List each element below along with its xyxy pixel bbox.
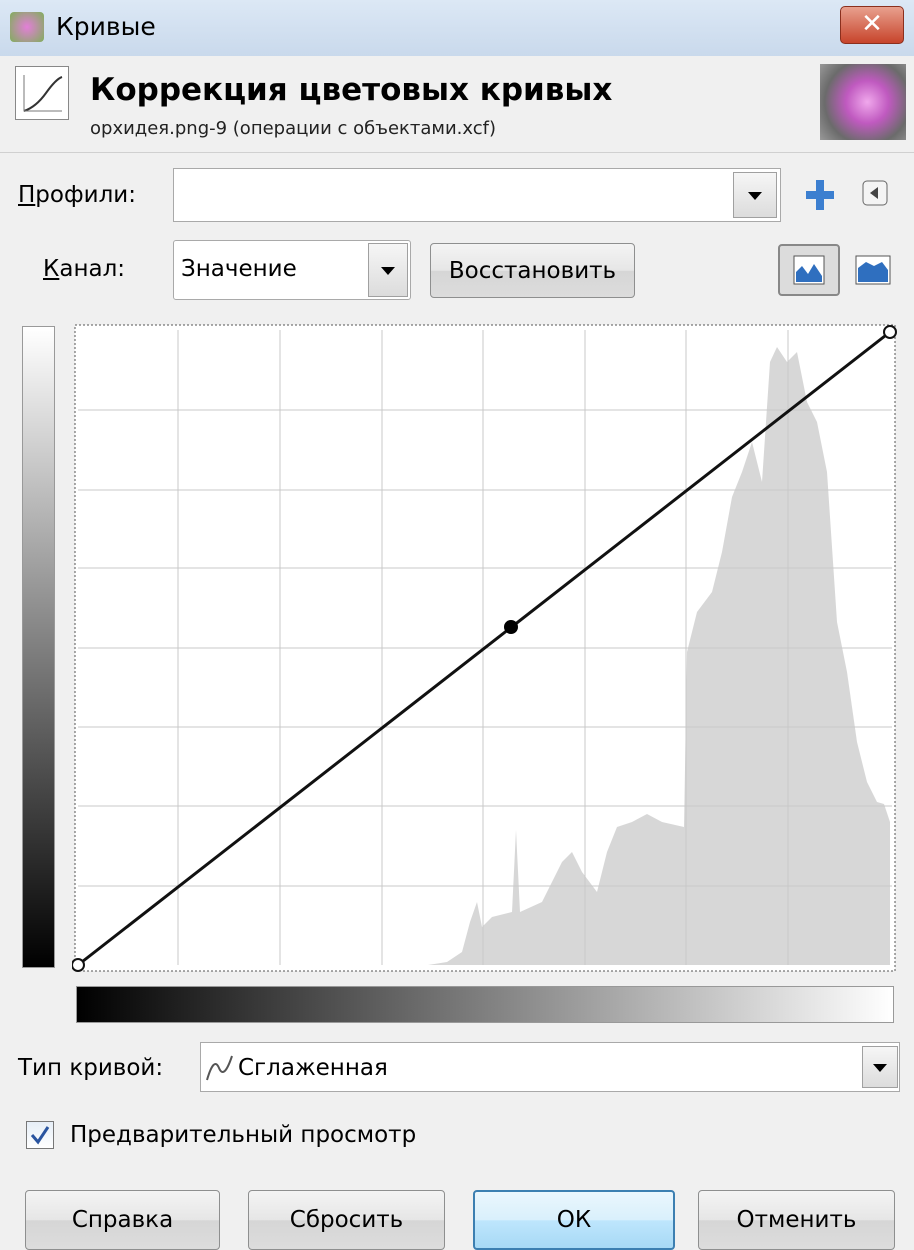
arrow: [734, 173, 776, 217]
curve-graph: [72, 322, 898, 974]
icon: [852, 250, 894, 290]
input-gradient: [76, 986, 894, 1023]
icon: [780, 246, 838, 294]
ok-button[interactable]: ОК: [473, 1190, 675, 1250]
curve-icon: [16, 67, 68, 119]
reset-channel-button[interactable]: Восстановить: [430, 243, 635, 298]
reset-button[interactable]: Сбросить: [248, 1190, 445, 1250]
presets-label: Профили:: [18, 182, 136, 208]
separator: [0, 152, 914, 153]
output-gradient: [22, 326, 55, 968]
control-point[interactable]: [72, 959, 84, 971]
presets-dropdown[interactable]: [733, 172, 777, 218]
arrow: [863, 1047, 897, 1087]
linear-histogram-button[interactable]: [778, 244, 840, 296]
curve-type-label-text: Тип кривой:: [18, 1055, 163, 1081]
channel-value: Значение: [181, 256, 297, 282]
presets-combo[interactable]: [173, 168, 781, 222]
curve-type-label: Тип кривой:: [18, 1055, 163, 1081]
curve-type-value: Сглаженная: [238, 1055, 388, 1081]
channel-dropdown[interactable]: [368, 243, 408, 297]
channel-label: Канал:: [43, 256, 125, 282]
log-histogram-button[interactable]: [852, 250, 894, 290]
arrow: [369, 244, 407, 296]
preview-checkbox[interactable]: [26, 1121, 54, 1149]
curve-type-dropdown[interactable]: [862, 1046, 898, 1088]
control-point[interactable]: [884, 326, 896, 338]
preview-label: Предварительный просмотр: [70, 1122, 416, 1148]
control-point[interactable]: [504, 620, 518, 634]
app-icon: [10, 12, 44, 42]
cancel-button[interactable]: Отменить: [698, 1190, 895, 1250]
header-icon: [15, 66, 69, 120]
window: {"window": {"title": "Кривые"}, "header"…: [0, 0, 914, 1250]
add-preset-button[interactable]: [804, 178, 836, 212]
header-subtitle: орхидея.png-9 (операции с объектами.xcf): [90, 118, 496, 139]
image-thumbnail: [820, 64, 906, 140]
check: [27, 1122, 53, 1148]
smooth-icon: [204, 1052, 234, 1084]
header-title: Коррекция цветовых кривых: [90, 72, 612, 108]
preset-menu-button[interactable]: [862, 180, 888, 206]
help-button[interactable]: Справка: [25, 1190, 220, 1250]
window-title: Кривые: [56, 12, 156, 41]
close-button[interactable]: ✕: [840, 6, 904, 44]
